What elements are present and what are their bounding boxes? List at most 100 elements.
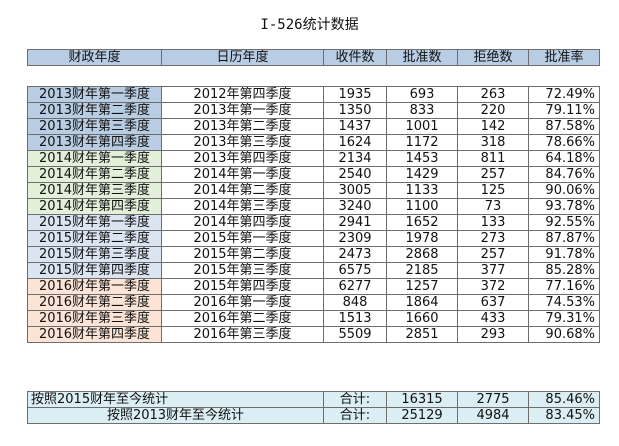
calendar-year-cell: 2014年第一季度	[161, 166, 324, 183]
table-row: 2014财年第一季度 2013年第四季度 2134 1453 811 64.18%	[27, 150, 600, 167]
summary-table: 按照2015财年至今统计 合计: 16315 2775 85.46% 按照201…	[27, 391, 600, 424]
summary-approved: 2775	[457, 391, 529, 408]
table-row: 2016财年第四季度 2016年第三季度 5509 2851 293 90.68%	[27, 326, 600, 343]
approved-cell: 833	[386, 102, 458, 119]
fiscal-year-cell: 2013财年第三季度	[27, 118, 162, 135]
header-table: 财政年度 日历年度 收件数 批准数 拒绝数 批准率	[27, 49, 600, 66]
summary-received: 16315	[386, 391, 458, 408]
column-header-denied: 拒绝数	[457, 49, 529, 66]
approval-rate-cell: 77.16%	[528, 278, 600, 295]
calendar-year-cell: 2015年第一季度	[161, 230, 324, 247]
denied-cell: 811	[457, 150, 529, 167]
approved-cell: 1978	[386, 230, 458, 247]
table-row: 2015财年第四季度 2015年第三季度 6575 2185 377 85.28%	[27, 262, 600, 279]
fiscal-year-cell: 2015财年第二季度	[27, 230, 162, 247]
fiscal-year-cell: 2014财年第四季度	[27, 198, 162, 215]
denied-cell: 257	[457, 166, 529, 183]
table-row: 2015财年第一季度 2014年第四季度 2941 1652 133 92.55%	[27, 214, 600, 231]
fiscal-year-cell: 2016财年第一季度	[27, 278, 162, 295]
approval-rate-cell: 84.76%	[528, 166, 600, 183]
approval-rate-cell: 85.28%	[528, 262, 600, 279]
approval-rate-cell: 74.53%	[528, 294, 600, 311]
fiscal-year-cell: 2013财年第一季度	[27, 86, 162, 103]
denied-cell: 263	[457, 86, 529, 103]
denied-cell: 133	[457, 214, 529, 231]
denied-cell: 372	[457, 278, 529, 295]
received-cell: 2941	[323, 214, 387, 231]
approved-cell: 1453	[386, 150, 458, 167]
fiscal-year-cell: 2015财年第一季度	[27, 214, 162, 231]
approved-cell: 1652	[386, 214, 458, 231]
calendar-year-cell: 2013年第二季度	[161, 118, 324, 135]
summary-received: 25129	[386, 407, 458, 424]
denied-cell: 73	[457, 198, 529, 215]
received-cell: 3240	[323, 198, 387, 215]
denied-cell: 273	[457, 230, 529, 247]
table-row: 2016财年第二季度 2016年第一季度 848 1864 637 74.53%	[27, 294, 600, 311]
approved-cell: 1864	[386, 294, 458, 311]
table-row: 2014财年第四季度 2014年第三季度 3240 1100 73 93.78%	[27, 198, 600, 215]
fiscal-year-cell: 2014财年第二季度	[27, 166, 162, 183]
calendar-year-cell: 2016年第三季度	[161, 326, 324, 343]
approval-rate-cell: 72.49%	[528, 86, 600, 103]
fiscal-year-cell: 2014财年第三季度	[27, 182, 162, 199]
approval-rate-cell: 90.06%	[528, 182, 600, 199]
summary-row-2013: 按照2013财年至今统计 合计: 25129 4984 83.45%	[27, 407, 600, 424]
calendar-year-cell: 2015年第四季度	[161, 278, 324, 295]
table-row: 2014财年第三季度 2014年第二季度 3005 1133 125 90.06%	[27, 182, 600, 199]
summary-total-label: 合计:	[323, 407, 387, 424]
table-row: 2013财年第四季度 2013年第三季度 1624 1172 318 78.66%	[27, 134, 600, 151]
approval-rate-cell: 93.78%	[528, 198, 600, 215]
fiscal-year-cell: 2016财年第四季度	[27, 326, 162, 343]
table-row: 2013财年第三季度 2013年第二季度 1437 1001 142 87.58%	[27, 118, 600, 135]
column-header-fiscal-year: 财政年度	[27, 49, 162, 66]
summary-row-2015: 按照2015财年至今统计 合计: 16315 2775 85.46%	[27, 391, 600, 408]
summary-label: 按照2013财年至今统计	[27, 407, 324, 424]
approved-cell: 2185	[386, 262, 458, 279]
approval-rate-cell: 64.18%	[528, 150, 600, 167]
fiscal-year-cell: 2015财年第三季度	[27, 246, 162, 263]
table-row: 2016财年第三季度 2016年第二季度 1513 1660 433 79.31%	[27, 310, 600, 327]
calendar-year-cell: 2016年第二季度	[161, 310, 324, 327]
column-header-approval-rate: 批准率	[528, 49, 600, 66]
calendar-year-cell: 2013年第一季度	[161, 102, 324, 119]
calendar-year-cell: 2013年第四季度	[161, 150, 324, 167]
received-cell: 1624	[323, 134, 387, 151]
received-cell: 1350	[323, 102, 387, 119]
summary-approved: 4984	[457, 407, 529, 424]
approval-rate-cell: 91.78%	[528, 246, 600, 263]
table-row: 2016财年第一季度 2015年第四季度 6277 1257 372 77.16%	[27, 278, 600, 295]
fiscal-year-cell: 2013财年第二季度	[27, 102, 162, 119]
denied-cell: 318	[457, 134, 529, 151]
approved-cell: 693	[386, 86, 458, 103]
received-cell: 1513	[323, 310, 387, 327]
fiscal-year-cell: 2016财年第三季度	[27, 310, 162, 327]
calendar-year-cell: 2014年第二季度	[161, 182, 324, 199]
column-header-approved: 批准数	[386, 49, 458, 66]
summary-approval-rate: 83.45%	[528, 407, 600, 424]
table-row: 2015财年第三季度 2015年第二季度 2473 2868 257 91.78%	[27, 246, 600, 263]
approval-rate-cell: 79.11%	[528, 102, 600, 119]
approved-cell: 1257	[386, 278, 458, 295]
received-cell: 6277	[323, 278, 387, 295]
fiscal-year-cell: 2016财年第二季度	[27, 294, 162, 311]
fiscal-year-cell: 2013财年第四季度	[27, 134, 162, 151]
header-row: 财政年度 日历年度 收件数 批准数 拒绝数 批准率	[27, 49, 600, 66]
table-row: 2013财年第二季度 2013年第一季度 1350 833 220 79.11%	[27, 102, 600, 119]
denied-cell: 142	[457, 118, 529, 135]
table-row: 2013财年第一季度 2012年第四季度 1935 693 263 72.49%	[27, 86, 600, 103]
calendar-year-cell: 2016年第一季度	[161, 294, 324, 311]
column-header-calendar-year: 日历年度	[161, 49, 324, 66]
received-cell: 2134	[323, 150, 387, 167]
approved-cell: 1429	[386, 166, 458, 183]
column-header-received: 收件数	[323, 49, 387, 66]
calendar-year-cell: 2012年第四季度	[161, 86, 324, 103]
received-cell: 5509	[323, 326, 387, 343]
calendar-year-cell: 2015年第三季度	[161, 262, 324, 279]
received-cell: 1437	[323, 118, 387, 135]
denied-cell: 293	[457, 326, 529, 343]
approved-cell: 1172	[386, 134, 458, 151]
denied-cell: 377	[457, 262, 529, 279]
table-row: 2014财年第二季度 2014年第一季度 2540 1429 257 84.76%	[27, 166, 600, 183]
denied-cell: 257	[457, 246, 529, 263]
